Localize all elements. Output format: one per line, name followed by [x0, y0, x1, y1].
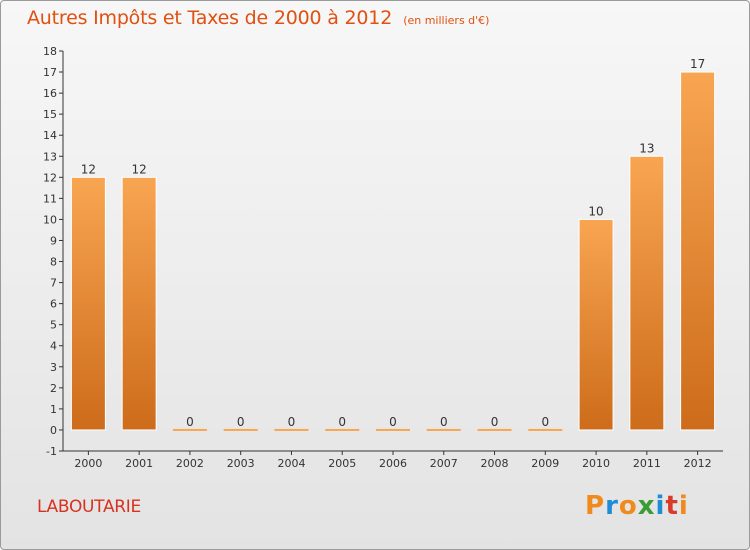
logo-letter: i: [655, 491, 666, 521]
bar-2009: [528, 428, 563, 431]
bar-2002: [172, 428, 207, 431]
y-tick-label: 8: [50, 256, 57, 269]
y-tick-label: 1: [50, 403, 57, 416]
bar-2012: [680, 71, 716, 431]
x-tick-label: 2008: [481, 457, 509, 470]
data-label-2006: 0: [389, 415, 397, 429]
y-tick-label: 5: [50, 319, 57, 332]
bar-2004: [274, 428, 309, 431]
y-tick-label: 14: [43, 129, 57, 142]
data-label-2004: 0: [288, 415, 296, 429]
logo-letter: x: [637, 491, 656, 521]
y-tick-label: 13: [43, 150, 57, 163]
y-tick-label: 10: [43, 213, 57, 226]
data-label-2007: 0: [440, 415, 448, 429]
data-label-2002: 0: [186, 415, 194, 429]
y-tick-label: 6: [50, 298, 57, 311]
data-label-2008: 0: [491, 415, 499, 429]
commune-name: LABOUTARIE: [37, 497, 141, 517]
y-tick-label: 11: [43, 192, 57, 205]
y-tick-label: 12: [43, 171, 57, 184]
bar-2005: [325, 428, 360, 431]
chart-title-block: Autres Impôts et Taxes de 2000 à 2012 (e…: [27, 7, 489, 29]
bar-2008: [477, 428, 512, 431]
proxiti-logo: Proxiti: [585, 491, 689, 521]
x-tick-label: 2011: [633, 457, 661, 470]
x-tick-label: 2002: [176, 457, 204, 470]
chart-title: Autres Impôts et Taxes de 2000 à 2012: [27, 7, 393, 29]
x-tick-label: 2005: [328, 457, 356, 470]
bar-2006: [376, 428, 410, 431]
bar-2007: [426, 428, 461, 431]
x-tick-label: 2004: [277, 457, 305, 470]
x-tick-label: 2000: [74, 457, 102, 470]
data-label-2009: 0: [541, 415, 549, 429]
x-tick-label: 2007: [430, 457, 458, 470]
data-label-2012: 17: [690, 57, 705, 71]
data-label-2000: 12: [81, 162, 96, 176]
logo-letter: P: [585, 491, 606, 521]
logo-letter: o: [618, 491, 638, 521]
y-tick-label: 16: [43, 87, 57, 100]
y-tick-label: -1: [46, 445, 57, 458]
logo-letter: r: [605, 491, 619, 521]
bar-2000: [70, 176, 106, 431]
x-tick-label: 2012: [684, 457, 712, 470]
data-label-2001: 12: [132, 162, 147, 176]
y-tick-label: 18: [43, 45, 57, 58]
bar-2010: [578, 218, 614, 431]
x-tick-label: 2010: [582, 457, 610, 470]
x-tick-label: 2001: [125, 457, 153, 470]
y-tick-label: 7: [50, 277, 57, 290]
logo-letter: i: [678, 491, 689, 521]
y-tick-label: 2: [50, 382, 57, 395]
y-tick-label: 4: [50, 340, 57, 353]
data-label-2010: 10: [588, 204, 603, 218]
chart-unit: (en milliers d'€): [403, 14, 490, 27]
bar-2011: [629, 155, 665, 431]
data-label-2003: 0: [237, 415, 245, 429]
x-tick-label: 2009: [531, 457, 559, 470]
x-tick-label: 2006: [379, 457, 407, 470]
logo-letter: t: [665, 491, 679, 521]
y-tick-label: 17: [43, 66, 57, 79]
data-label-2011: 13: [639, 141, 654, 155]
bar-2001: [121, 176, 157, 431]
bar-2003: [223, 428, 258, 431]
y-tick-label: 0: [50, 424, 57, 437]
y-tick-label: 15: [43, 108, 57, 121]
y-tick-label: 3: [50, 361, 57, 374]
x-tick-label: 2003: [227, 457, 255, 470]
data-label-2005: 0: [338, 415, 346, 429]
y-tick-label: 9: [50, 234, 57, 247]
